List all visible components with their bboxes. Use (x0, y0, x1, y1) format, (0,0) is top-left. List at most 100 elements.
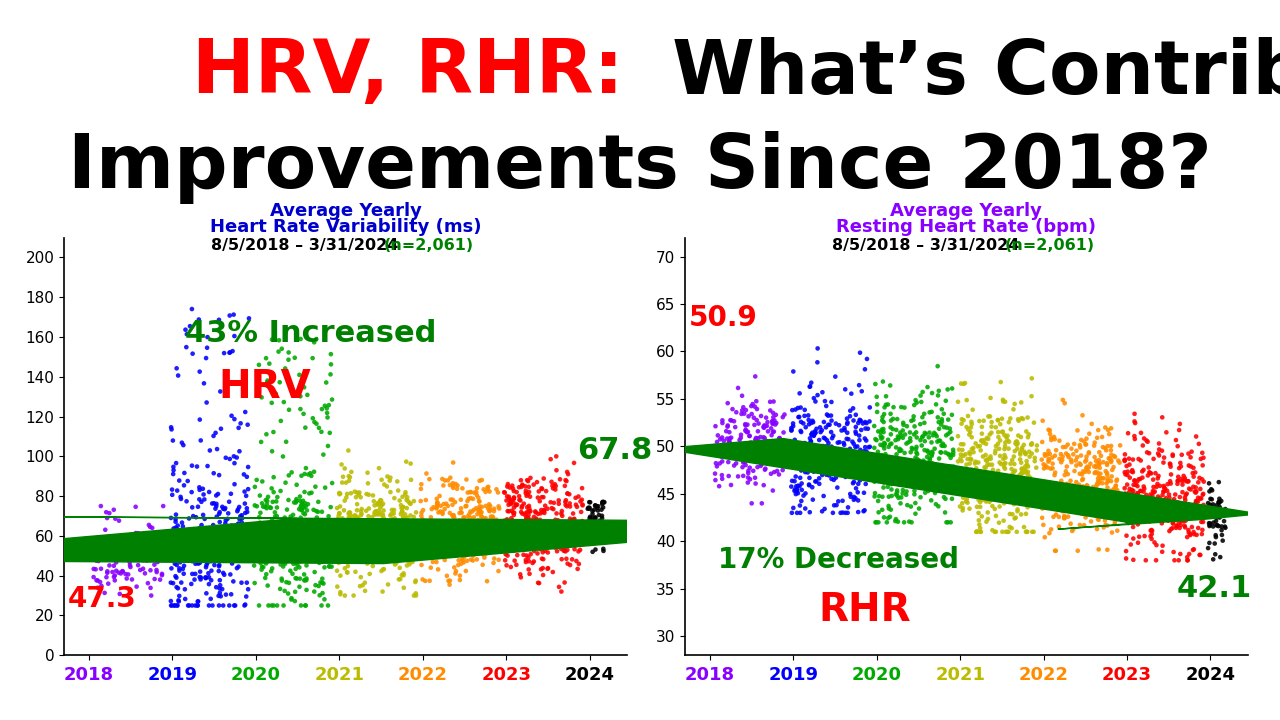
Point (206, 500, 227, 512)
Point (928, 390, 948, 401)
Point (224, 457, 244, 469)
Point (220, 346, 241, 358)
Point (1120, 472, 1140, 483)
Point (590, 528, 611, 540)
Point (867, 399, 887, 410)
Point (517, 474, 538, 486)
Point (356, 488, 376, 500)
Point (1098, 452, 1119, 464)
Point (786, 485, 806, 496)
Point (982, 459, 1002, 470)
Point (1097, 544, 1117, 556)
Point (566, 492, 586, 503)
Point (915, 459, 936, 471)
Point (1074, 436, 1094, 447)
Point (808, 449, 828, 460)
Text: Improvements Since 2018?: Improvements Since 2018? (68, 131, 1212, 204)
Point (552, 508, 572, 519)
Point (896, 486, 916, 498)
Point (347, 487, 367, 498)
Point (234, 486, 255, 498)
Point (511, 525, 531, 536)
Point (182, 555, 202, 567)
Point (832, 507, 852, 518)
Point (300, 467, 320, 479)
Point (499, 505, 520, 517)
Point (105, 575, 125, 586)
Point (910, 474, 931, 486)
Point (166, 559, 187, 571)
Point (932, 440, 952, 451)
Point (147, 557, 168, 568)
Point (980, 494, 1001, 505)
Point (445, 478, 466, 490)
Point (512, 508, 532, 519)
Point (1051, 456, 1071, 468)
Point (845, 426, 865, 438)
Text: 8/5/2018 – 3/31/2024: 8/5/2018 – 3/31/2024 (832, 238, 1024, 253)
Point (289, 525, 310, 536)
Point (728, 382, 749, 394)
Point (499, 482, 520, 493)
Point (1006, 439, 1027, 451)
Point (550, 543, 571, 554)
Point (1005, 398, 1025, 410)
Point (938, 428, 959, 439)
Point (342, 523, 362, 535)
Point (374, 528, 394, 539)
Point (1179, 483, 1199, 495)
Point (335, 534, 356, 545)
Point (580, 502, 600, 513)
Point (998, 416, 1019, 428)
Point (293, 526, 314, 537)
Point (1074, 519, 1094, 531)
Point (444, 534, 465, 546)
Point (805, 427, 826, 438)
Point (782, 475, 803, 487)
Point (1130, 455, 1151, 467)
Point (1130, 427, 1151, 438)
Point (750, 431, 771, 443)
Point (428, 497, 448, 508)
Point (846, 482, 867, 494)
Point (393, 582, 413, 593)
Point (296, 572, 316, 584)
Point (404, 576, 425, 588)
Point (253, 501, 274, 513)
Point (1087, 480, 1107, 492)
Point (210, 575, 230, 586)
Point (291, 529, 311, 541)
Point (744, 412, 764, 423)
Point (535, 517, 556, 528)
Point (1138, 492, 1158, 503)
Point (545, 484, 566, 495)
Point (804, 392, 824, 404)
Point (547, 546, 567, 557)
Point (959, 482, 979, 493)
Point (278, 519, 298, 531)
Point (474, 543, 494, 554)
Point (255, 557, 275, 568)
Point (383, 550, 403, 562)
Point (388, 485, 408, 496)
Point (525, 530, 545, 541)
Point (344, 510, 365, 521)
Point (744, 449, 764, 460)
Point (1006, 436, 1027, 447)
Point (803, 415, 823, 426)
Point (1167, 474, 1188, 486)
Point (152, 542, 173, 554)
Point (471, 527, 492, 539)
Point (451, 503, 471, 514)
Point (1179, 527, 1199, 539)
Point (312, 577, 333, 588)
Point (503, 519, 524, 531)
Point (1071, 469, 1092, 480)
Point (585, 512, 605, 523)
Point (978, 410, 998, 422)
Point (256, 352, 276, 364)
Point (165, 516, 186, 528)
Point (545, 542, 566, 554)
Point (594, 527, 614, 539)
Point (539, 528, 559, 540)
